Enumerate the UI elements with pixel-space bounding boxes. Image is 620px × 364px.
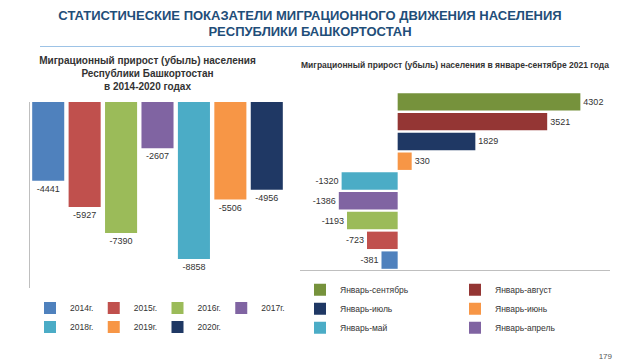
svg-text:330: 330 (415, 156, 430, 166)
svg-text:Январь-май: Январь-май (340, 323, 388, 333)
svg-text:-723: -723 (346, 235, 364, 245)
svg-text:-1320: -1320 (316, 176, 339, 186)
svg-text:-5506: -5506 (219, 203, 242, 213)
svg-text:-2607: -2607 (146, 151, 169, 161)
svg-text:Январь-апрель: Январь-апрель (495, 323, 555, 333)
svg-text:-7390: -7390 (110, 236, 133, 246)
svg-text:Миграционный прирост (убыль) н: Миграционный прирост (убыль) населения в… (301, 60, 609, 70)
svg-text:2018г.: 2018г. (70, 322, 93, 332)
svg-text:-8858: -8858 (182, 262, 205, 272)
svg-text:4302: 4302 (583, 97, 603, 107)
svg-text:-4956: -4956 (255, 193, 278, 203)
svg-text:Январь-август: Январь-август (495, 285, 552, 295)
svg-text:Январь-июль: Январь-июль (340, 304, 393, 314)
html-text:179: 179 (598, 352, 612, 361)
html-text:СТАТИСТИЧЕСКИЕ ПОКАЗАТЕЛИ МИГР: СТАТИСТИЧЕСКИЕ ПОКАЗАТЕЛИ МИГРАЦИОННОГО … (58, 8, 562, 39)
svg-text:-4441: -4441 (37, 184, 60, 194)
svg-text:Январь-июнь: Январь-июнь (495, 304, 548, 314)
svg-text:Миграционный прирост (убыль) н: Миграционный прирост (убыль) населенияРе… (39, 55, 256, 92)
svg-text:Январь-сентябрь: Январь-сентябрь (340, 285, 409, 295)
svg-text:1829: 1829 (478, 136, 498, 146)
svg-text:2017г.: 2017г. (261, 303, 284, 313)
svg-text:3521: 3521 (550, 117, 570, 127)
svg-text:2019г.: 2019г. (134, 322, 157, 332)
svg-text:-1193: -1193 (322, 216, 344, 226)
svg-text:2016г.: 2016г. (198, 303, 221, 313)
svg-text:2020г.: 2020г. (198, 322, 221, 332)
svg-text:-381: -381 (360, 255, 378, 265)
svg-text:2014г.: 2014г. (70, 303, 93, 313)
svg-text:-5927: -5927 (73, 210, 96, 220)
svg-text:-1386: -1386 (313, 196, 336, 206)
svg-text:2015г.: 2015г. (134, 303, 157, 313)
